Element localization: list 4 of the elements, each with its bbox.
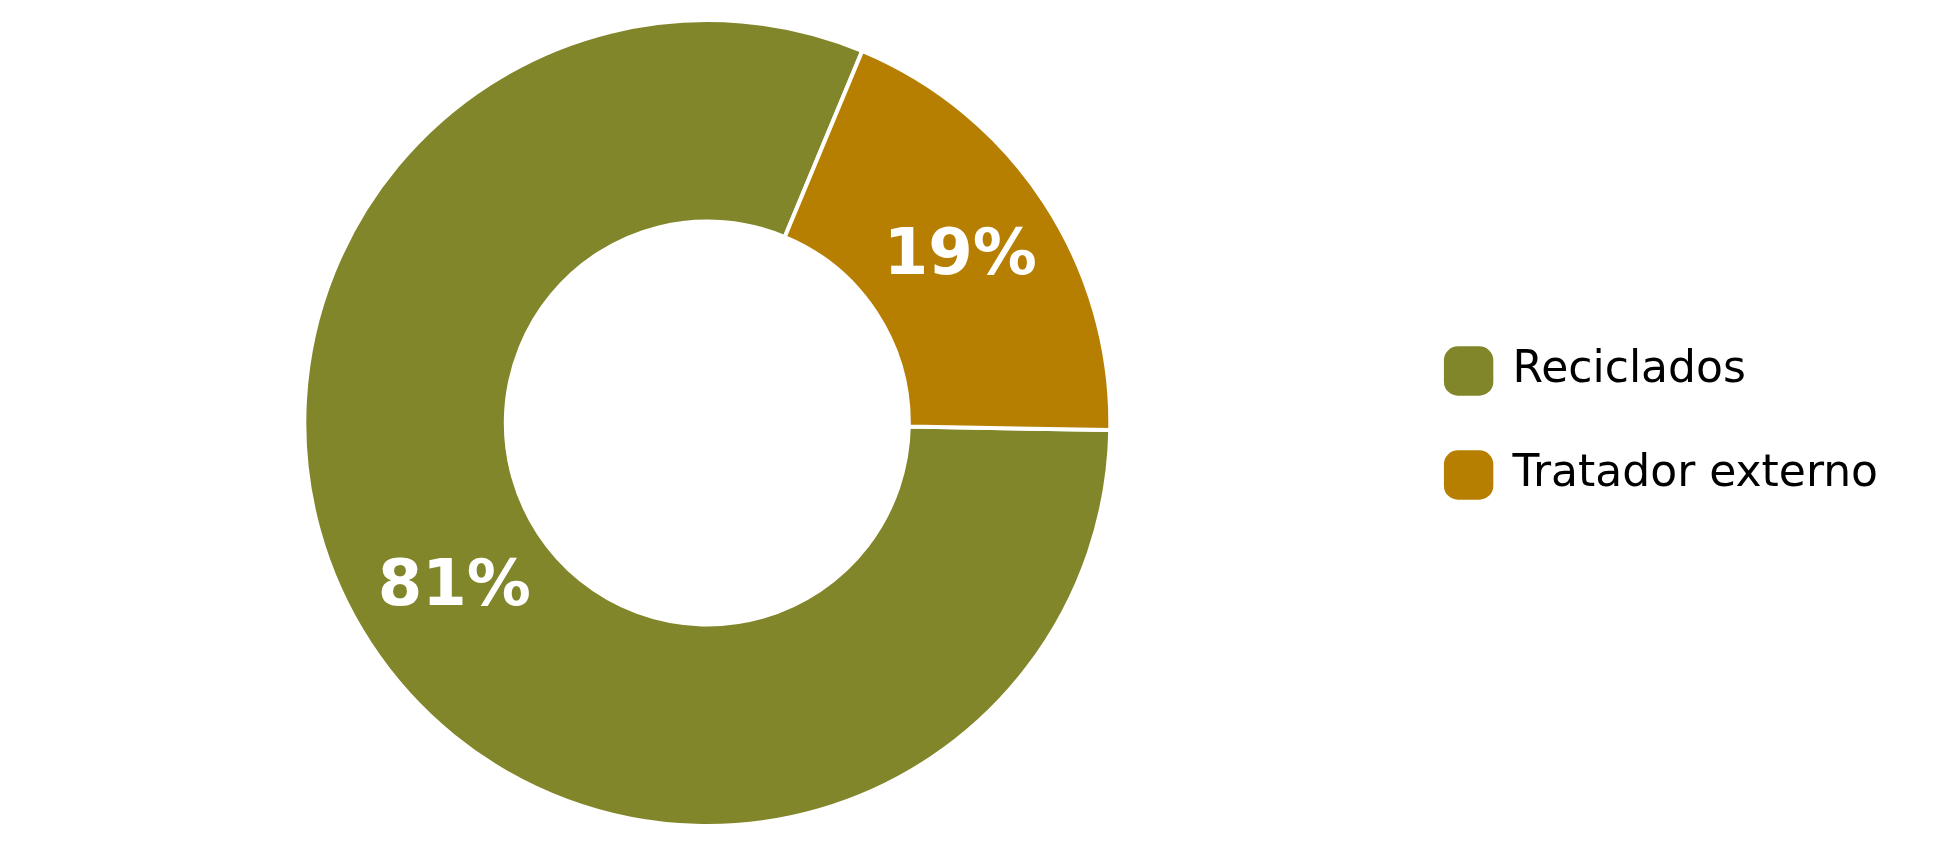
data-label: 81% bbox=[377, 546, 531, 621]
legend-label: Tratador externo bbox=[1511, 445, 1879, 497]
legend-label: Reciclados bbox=[1512, 341, 1746, 393]
data-label: 19% bbox=[883, 215, 1037, 290]
